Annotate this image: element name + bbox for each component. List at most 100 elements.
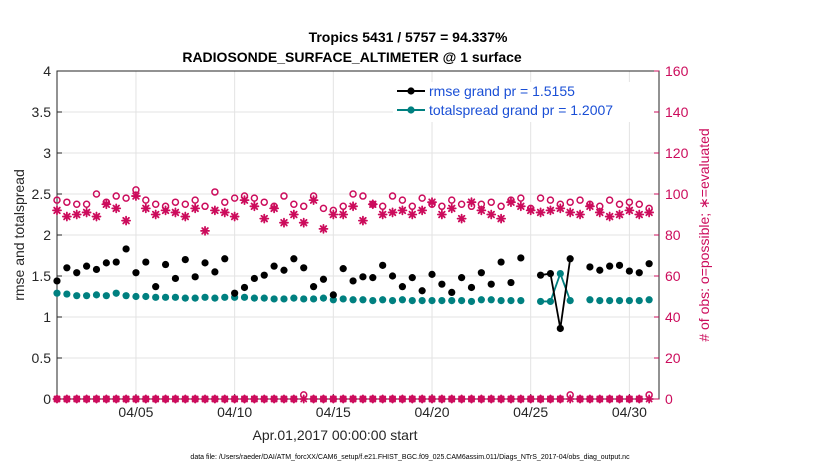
obs-possible-marker: [82, 200, 91, 208]
rmse-point: [63, 264, 71, 272]
star-stroke: [438, 210, 446, 219]
y-tick-label: 3: [43, 145, 51, 161]
obs-evaluated-marker: [101, 199, 112, 210]
rmse-point: [319, 275, 328, 283]
rmse-point: [359, 273, 367, 281]
star-stroke: [596, 208, 604, 217]
obs-evaluated-marker: [348, 201, 358, 212]
rmse-point: [221, 255, 229, 263]
obs-evaluated-marker: [269, 203, 280, 214]
star-stroke: [497, 395, 505, 403]
star-stroke: [250, 202, 259, 211]
star-stroke: [615, 210, 624, 219]
obs-evaluated-zero-marker: [644, 394, 654, 404]
star-stroke: [339, 395, 347, 403]
obs-possible-marker: [536, 194, 545, 202]
obs-evaluated-marker: [279, 217, 289, 228]
star-stroke: [448, 395, 456, 403]
star-stroke: [73, 395, 81, 403]
obs-evaluated-marker: [397, 205, 408, 216]
obs-possible-marker: [517, 194, 525, 202]
totalspread-point: [349, 296, 357, 304]
rmse-point: [635, 269, 643, 277]
rmse-point: [339, 265, 347, 273]
obs-evaluated-marker: [476, 205, 487, 216]
totalspread-point: [625, 297, 633, 305]
obs-evaluated-marker: [565, 207, 576, 218]
rmse-point: [625, 267, 633, 275]
totalspread-point: [556, 269, 564, 278]
obs-evaluated-zero-marker: [299, 394, 309, 404]
obs-evaluated-marker: [644, 207, 655, 218]
star-stroke: [586, 202, 594, 211]
star-stroke: [477, 395, 485, 403]
star-stroke: [408, 395, 416, 403]
obs-possible-marker: [211, 188, 219, 196]
obs-evaluated-zero-marker: [634, 394, 644, 404]
rmse-point: [290, 255, 298, 263]
star-stroke: [132, 395, 140, 403]
legend: rmse grand pr = 1.5155 totalspread grand…: [393, 82, 654, 122]
rmse-point: [112, 258, 120, 266]
totalspread-point: [250, 294, 258, 302]
totalspread-point: [221, 293, 229, 301]
star-stroke: [280, 218, 288, 227]
legend-box: [393, 82, 654, 122]
totalspread-line: [540, 270, 572, 303]
legend-label-rmse: rmse grand pr = 1.5155: [429, 83, 575, 99]
rmse-point: [349, 277, 357, 285]
rmse-point: [369, 274, 377, 282]
x-tick-label: 04/15: [316, 404, 351, 420]
obs-evaluated-marker: [545, 205, 556, 216]
totalspread-point: [53, 289, 61, 297]
totalspread-point: [270, 295, 278, 303]
totalspread-point: [438, 297, 446, 305]
plot-marks: [52, 186, 655, 404]
star-stroke: [122, 216, 130, 225]
obs-possible-marker: [359, 192, 367, 200]
obs-possible-marker: [605, 196, 614, 204]
star-stroke: [73, 210, 81, 219]
obs-possible-marker: [487, 198, 495, 206]
star-stroke: [556, 395, 564, 403]
star-stroke: [398, 206, 407, 215]
rmse-point: [428, 270, 436, 278]
obs-evaluated-marker: [446, 203, 457, 214]
totalspread-point: [477, 296, 485, 304]
right-y-tick-label: 0: [665, 391, 673, 407]
star-stroke: [517, 395, 525, 403]
totalspread-point: [408, 297, 416, 305]
obs-evaluated-marker: [71, 209, 82, 220]
y-tick-label: 2.5: [32, 186, 52, 202]
y-tick-label: 1.5: [32, 268, 52, 284]
obs-evaluated-marker: [585, 201, 595, 212]
rmse-point: [477, 269, 485, 277]
obs-possible-marker: [319, 204, 328, 213]
obs-evaluated-zero-marker: [269, 394, 279, 404]
obs-evaluated-marker: [52, 205, 62, 216]
star-stroke: [151, 210, 160, 219]
star-stroke: [171, 208, 180, 217]
star-stroke: [457, 214, 466, 223]
obs-evaluated-zero-marker: [378, 394, 388, 404]
rmse-point: [181, 256, 189, 264]
star-stroke: [389, 395, 396, 403]
rmse-point: [408, 274, 416, 282]
obs-evaluated-marker: [308, 195, 319, 206]
star-stroke: [576, 210, 584, 219]
totalspread-point: [171, 293, 180, 301]
rmse-point: [270, 262, 278, 270]
totalspread-point: [290, 294, 298, 302]
obs-evaluated-marker: [338, 209, 349, 220]
rmse-point: [309, 283, 318, 291]
star-stroke: [211, 206, 219, 215]
obs-possible-marker: [191, 196, 199, 204]
rmse-point: [388, 272, 397, 280]
totalspread-point: [142, 292, 150, 301]
obs-evaluated-zero-marker: [279, 394, 289, 404]
totalspread-point: [102, 292, 110, 300]
rmse-point: [556, 324, 564, 333]
totalspread-point: [507, 297, 515, 305]
star-stroke: [635, 210, 643, 219]
obs-possible-marker: [92, 190, 101, 198]
